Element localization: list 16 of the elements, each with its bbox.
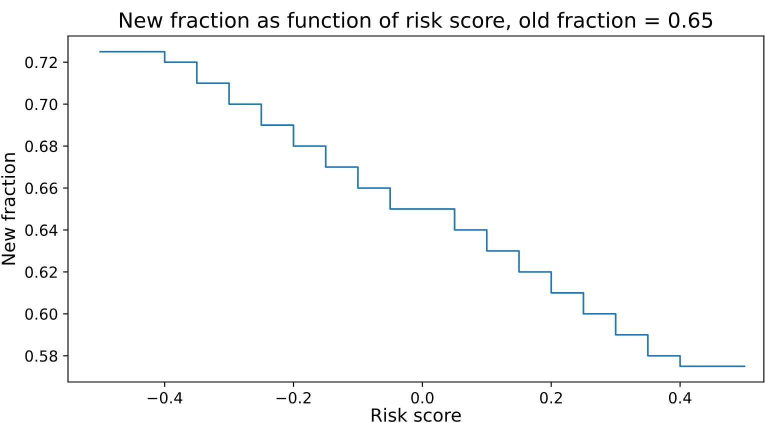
chart-title: New fraction as function of risk score, old fraction = 0.65	[120, 12, 712, 30]
x-tick-label: −0.4	[148, 392, 182, 404]
y-tick-label: 0.66	[25, 182, 58, 194]
x-axis-title: Risk score	[372, 408, 461, 422]
y-tick-label: 0.64	[25, 224, 58, 236]
x-tick-label: 0.4	[668, 392, 692, 404]
y-tick-label: 0.72	[25, 56, 57, 68]
y-tick-label: 0.58	[25, 350, 58, 362]
y-tick-label: 0.68	[25, 140, 58, 152]
y-tick-label: 0.60	[25, 308, 58, 320]
x-tick-label: −0.2	[276, 392, 311, 404]
y-tick-label: 0.62	[25, 266, 57, 278]
x-tick-label: 0.0	[411, 392, 434, 404]
y-tick-label: 0.70	[25, 98, 58, 110]
x-tick-label: 0.2	[540, 392, 562, 404]
y-axis-title: New fraction	[1, 153, 16, 264]
